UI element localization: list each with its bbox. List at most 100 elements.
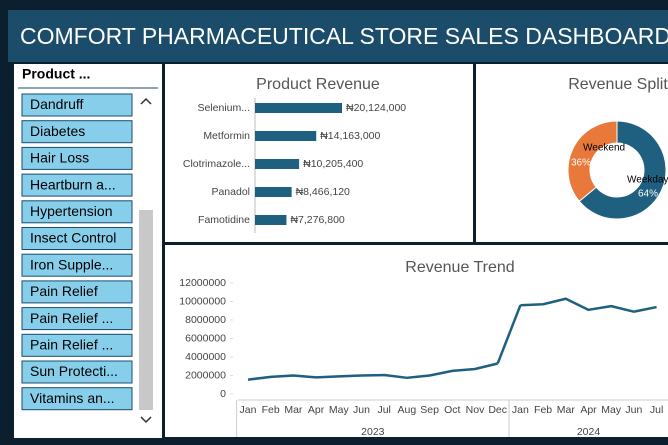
category-label: Selenium... — [197, 102, 250, 114]
chart-title: Revenue Split — [568, 76, 668, 93]
y-tick-label: 8000000 — [185, 314, 226, 326]
value-label: ₦10,205,400 — [303, 158, 363, 170]
scroll-down[interactable] — [140, 416, 152, 424]
bar — [255, 131, 317, 141]
x-tick-label: Sep — [420, 404, 439, 416]
slicer-item[interactable]: Diabetes — [21, 120, 133, 144]
slicer-button[interactable] — [21, 173, 133, 197]
y-tick-label: 2000000 — [185, 369, 226, 381]
x-tick-label: Jun — [353, 404, 370, 416]
x-group-label: 2024 — [577, 426, 601, 438]
bar — [255, 103, 342, 113]
slicer-item[interactable]: Dandruff — [21, 93, 133, 117]
x-group-label: 2023 — [361, 426, 385, 438]
x-tick-label: Jan — [240, 404, 257, 416]
slicer-label[interactable]: Insect Control — [30, 230, 116, 246]
x-tick-label: Jan — [512, 404, 529, 416]
panel-product-revenue — [165, 64, 473, 242]
x-tick-label: Mar — [284, 404, 303, 416]
slicer-button[interactable] — [21, 280, 133, 304]
slicer-label[interactable]: Pain Relief ... — [30, 337, 113, 353]
category-label: Clotrimazole... — [183, 158, 250, 170]
line-chart: Revenue Trend 0 2000000 4000000 6000000 80000… — [179, 259, 668, 438]
slicer-button[interactable] — [21, 200, 133, 224]
donut-slice — [578, 120, 667, 220]
slicer-label[interactable]: Sun Protecti... — [30, 363, 118, 379]
slicer-label[interactable]: Iron Supple... — [30, 256, 113, 272]
slicer-button[interactable] — [21, 227, 133, 250]
y-tick-label: 10000000 — [179, 295, 226, 307]
x-tick-label: Aug — [398, 404, 417, 416]
slicer-item[interactable]: Hypertension — [21, 200, 133, 224]
category-label: Metformin — [203, 130, 250, 142]
slicer-item[interactable]: Iron Supple... — [21, 253, 133, 277]
line — [520, 297, 657, 313]
category-label: Famotidine — [198, 214, 250, 226]
slicer-item[interactable]: Insect Control — [21, 227, 133, 250]
slicer-label[interactable]: Hypertension — [30, 203, 113, 219]
slice-value: 36% — [571, 158, 591, 169]
x-tick-label: Jul — [650, 404, 663, 416]
slicer-label[interactable]: Pain Relief — [30, 283, 98, 299]
x-tick-label: Nov — [466, 404, 485, 416]
line-segment — [496, 304, 522, 364]
slice-value: 64% — [638, 189, 658, 200]
x-tick-label: May — [329, 404, 350, 416]
slicer-label[interactable]: Dandruff — [30, 96, 84, 112]
scroll-up[interactable] — [140, 97, 152, 105]
chart-title: Product Revenue — [256, 76, 380, 93]
x-tick-label: Apr — [580, 404, 597, 416]
x-tick-label: Jul — [377, 404, 390, 416]
x-tick-label: May — [601, 404, 622, 416]
slicer-label[interactable]: Heartburn a... — [30, 176, 116, 192]
slice-category: Weekend — [583, 143, 625, 154]
line — [247, 362, 498, 381]
x-tick-label: Oct — [444, 404, 460, 416]
bar — [255, 187, 292, 197]
slicer-label[interactable]: Pain Relief ... — [30, 310, 113, 326]
y-tick-label: 4000000 — [185, 351, 226, 363]
slicer-button[interactable] — [21, 387, 133, 411]
slicer-item[interactable]: Hair Loss — [21, 146, 133, 170]
slicer-label[interactable]: Vitamins an... — [30, 390, 115, 406]
slicer-button[interactable] — [21, 253, 133, 277]
chart-title: Revenue Trend — [405, 259, 514, 276]
bar — [255, 215, 287, 225]
x-tick-label: Mar — [557, 404, 576, 416]
bar — [255, 159, 300, 169]
bar-chart: Product Revenue Selenium... ₦20,124,000 Met… — [183, 76, 406, 233]
scroll-thumb[interactable] — [139, 210, 153, 410]
value-label: ₦8,466,120 — [296, 186, 350, 198]
slicer-button[interactable] — [21, 146, 133, 170]
slicer-button[interactable] — [21, 93, 133, 117]
slicer-title: Product ... — [22, 66, 90, 82]
y-tick-label: 6000000 — [185, 332, 226, 344]
x-tick-label: Feb — [262, 404, 280, 416]
slicer-label[interactable]: Hair Loss — [30, 150, 89, 166]
slice-category: Weekday — [627, 175, 668, 186]
slicer-item[interactable]: Vitamins an... — [21, 387, 133, 411]
y-tick-label: 0 — [220, 388, 226, 400]
x-tick-label: Jun — [625, 404, 642, 416]
x-tick-label: Dec — [488, 404, 507, 416]
donut-slice — [567, 120, 618, 202]
slicer-button[interactable] — [21, 333, 133, 357]
y-tick-label: 12000000 — [179, 277, 226, 289]
value-label: ₦20,124,000 — [346, 102, 406, 114]
category-label: Panadol — [211, 186, 250, 198]
x-tick-label: Apr — [308, 404, 325, 416]
slicer-item[interactable]: Heartburn a... — [21, 173, 133, 197]
slicer-item[interactable]: Pain Relief ... — [21, 307, 133, 331]
donut-chart: Revenue Split Weekday 64% Weekend 36% — [567, 76, 668, 220]
slicer-list: Dandruff Diabetes Hair Loss Heartburn a... H… — [21, 93, 133, 411]
slicer-item[interactable]: Pain Relief — [21, 280, 133, 304]
slicer-button[interactable] — [21, 120, 133, 144]
slicer-button[interactable] — [21, 307, 133, 331]
slicer-button[interactable] — [21, 360, 133, 384]
slicer-item[interactable]: Sun Protecti... — [21, 360, 133, 384]
slicer-label[interactable]: Diabetes — [30, 123, 85, 139]
header-title: COMFORT PHARMACEUTICAL STORE SALES DASHB… — [20, 23, 668, 49]
slicer-item[interactable]: Pain Relief ... — [21, 333, 133, 357]
panel-revenue-trend — [165, 245, 668, 437]
